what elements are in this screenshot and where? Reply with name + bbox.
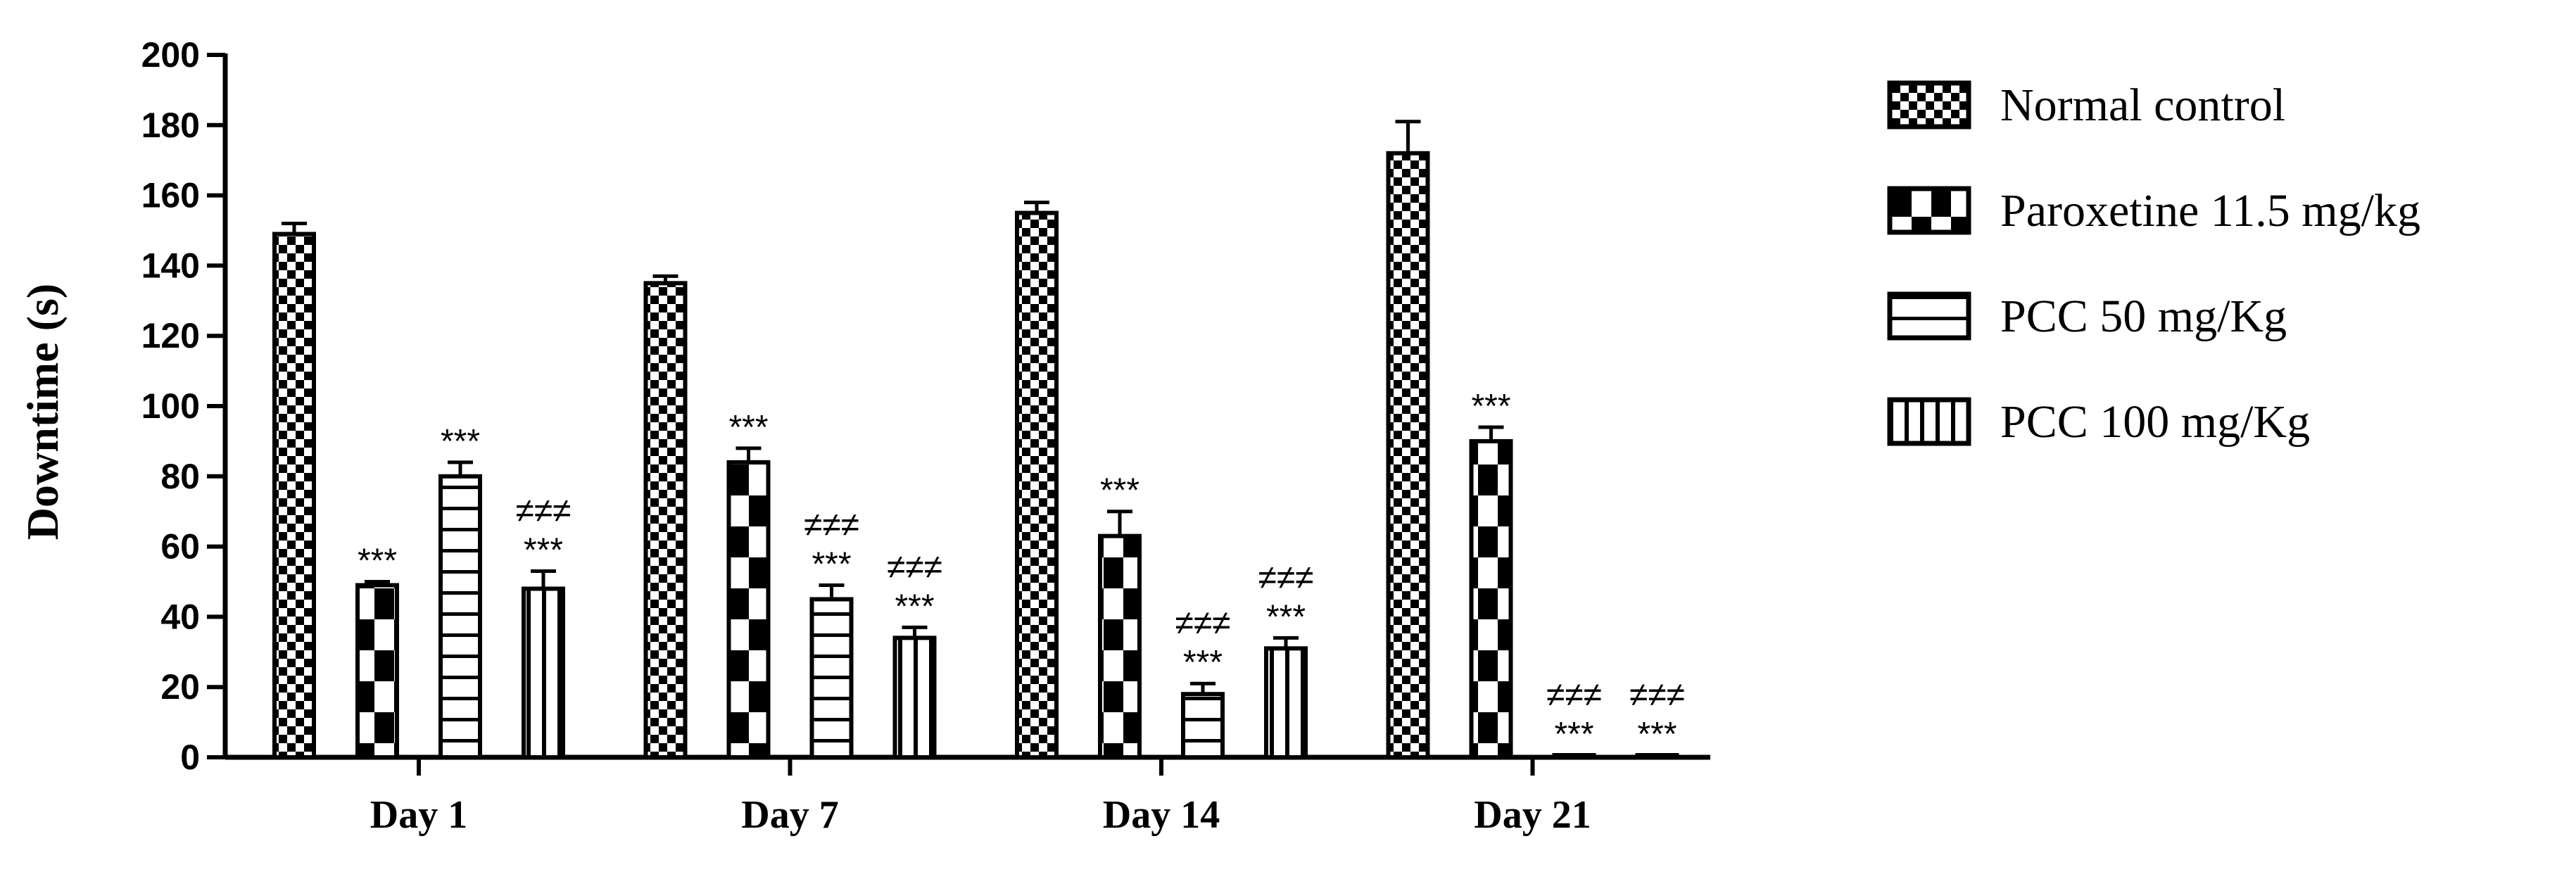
annotations: *********≠≠≠******≠≠≠***≠≠≠******≠≠≠ ***≠… [358, 388, 1685, 753]
y-tick-label: 160 [141, 176, 200, 215]
significance-label: *** [895, 588, 934, 625]
bar [1635, 753, 1679, 759]
y-tick-label: 200 [141, 35, 200, 75]
legend-entry-label: Normal control [2000, 80, 2285, 131]
y-tick-label: 40 [160, 597, 200, 636]
bar [1469, 438, 1513, 760]
bar [1181, 692, 1225, 759]
significance-label: *** [441, 423, 480, 460]
y-tick-label: 140 [141, 246, 200, 285]
significance-label: *** [358, 543, 397, 580]
significance-label: ≠≠≠ [1258, 559, 1313, 596]
y-tick-label: 80 [160, 457, 200, 496]
significance-label: *** [812, 545, 851, 583]
y-tick-label: 100 [141, 386, 200, 426]
x-tick-label: Day 7 [741, 793, 838, 837]
bar [643, 281, 688, 760]
y-tick-label: 120 [141, 316, 200, 355]
significance-label: ≠≠≠ [1629, 676, 1685, 714]
significance-label: *** [524, 532, 563, 569]
bars [272, 120, 1679, 760]
bar [272, 232, 316, 759]
significance-label: *** [1100, 472, 1139, 510]
significance-label: *** [1554, 716, 1593, 753]
y-tick-label: 20 [160, 667, 200, 707]
legend-entry-label: PCC 50 mg/Kg [2000, 291, 2287, 342]
significance-label: *** [1266, 598, 1306, 636]
bar [1264, 646, 1308, 759]
bar [1552, 753, 1596, 759]
legend-swatch [1887, 186, 1971, 235]
significance-label: *** [1183, 644, 1223, 681]
bar [522, 586, 565, 759]
legend-entry-label: PCC 100 mg/Kg [2000, 396, 2310, 448]
y-tick-label: 0 [180, 738, 200, 777]
significance-label: *** [1471, 388, 1510, 425]
legend-swatch [1887, 397, 1971, 446]
bar [355, 583, 399, 759]
bar [438, 474, 482, 759]
bar [726, 460, 771, 760]
significance-label: ≠≠≠ [1546, 676, 1602, 714]
bar [1386, 151, 1430, 760]
y-axis: 0 20 40 60 80 100 120 140 160 180 200 [141, 35, 228, 777]
y-axis-label: Downtime (s) [18, 284, 68, 540]
significance-label: ≠≠≠ [804, 506, 859, 543]
bar [1098, 533, 1142, 759]
bar [809, 597, 854, 760]
legend-swatch [1887, 80, 1971, 129]
x-tick-label: Day 14 [1103, 793, 1220, 837]
x-tick-label: Day 1 [370, 793, 467, 837]
legend: Normal control Paroxetine 11.5 mg/kg PCC 5… [1887, 80, 2420, 448]
significance-label: ≠≠≠ [887, 548, 942, 586]
legend-swatch [1887, 291, 1971, 341]
bar [892, 636, 937, 760]
significance-label: ≠≠≠ [1175, 605, 1230, 642]
legend-entry-label: Paroxetine 11.5 mg/kg [2000, 185, 2420, 236]
y-tick-label: 60 [160, 527, 200, 567]
x-tick-label: Day 21 [1474, 793, 1591, 837]
x-axis: Day 1 Day 7 Day 14 Day 21 [225, 754, 1710, 837]
significance-label: ≠≠≠ [515, 493, 571, 530]
significance-label: *** [728, 409, 768, 446]
y-tick-label: 180 [141, 106, 200, 145]
bar [1015, 210, 1059, 759]
significance-label: *** [1637, 716, 1677, 753]
